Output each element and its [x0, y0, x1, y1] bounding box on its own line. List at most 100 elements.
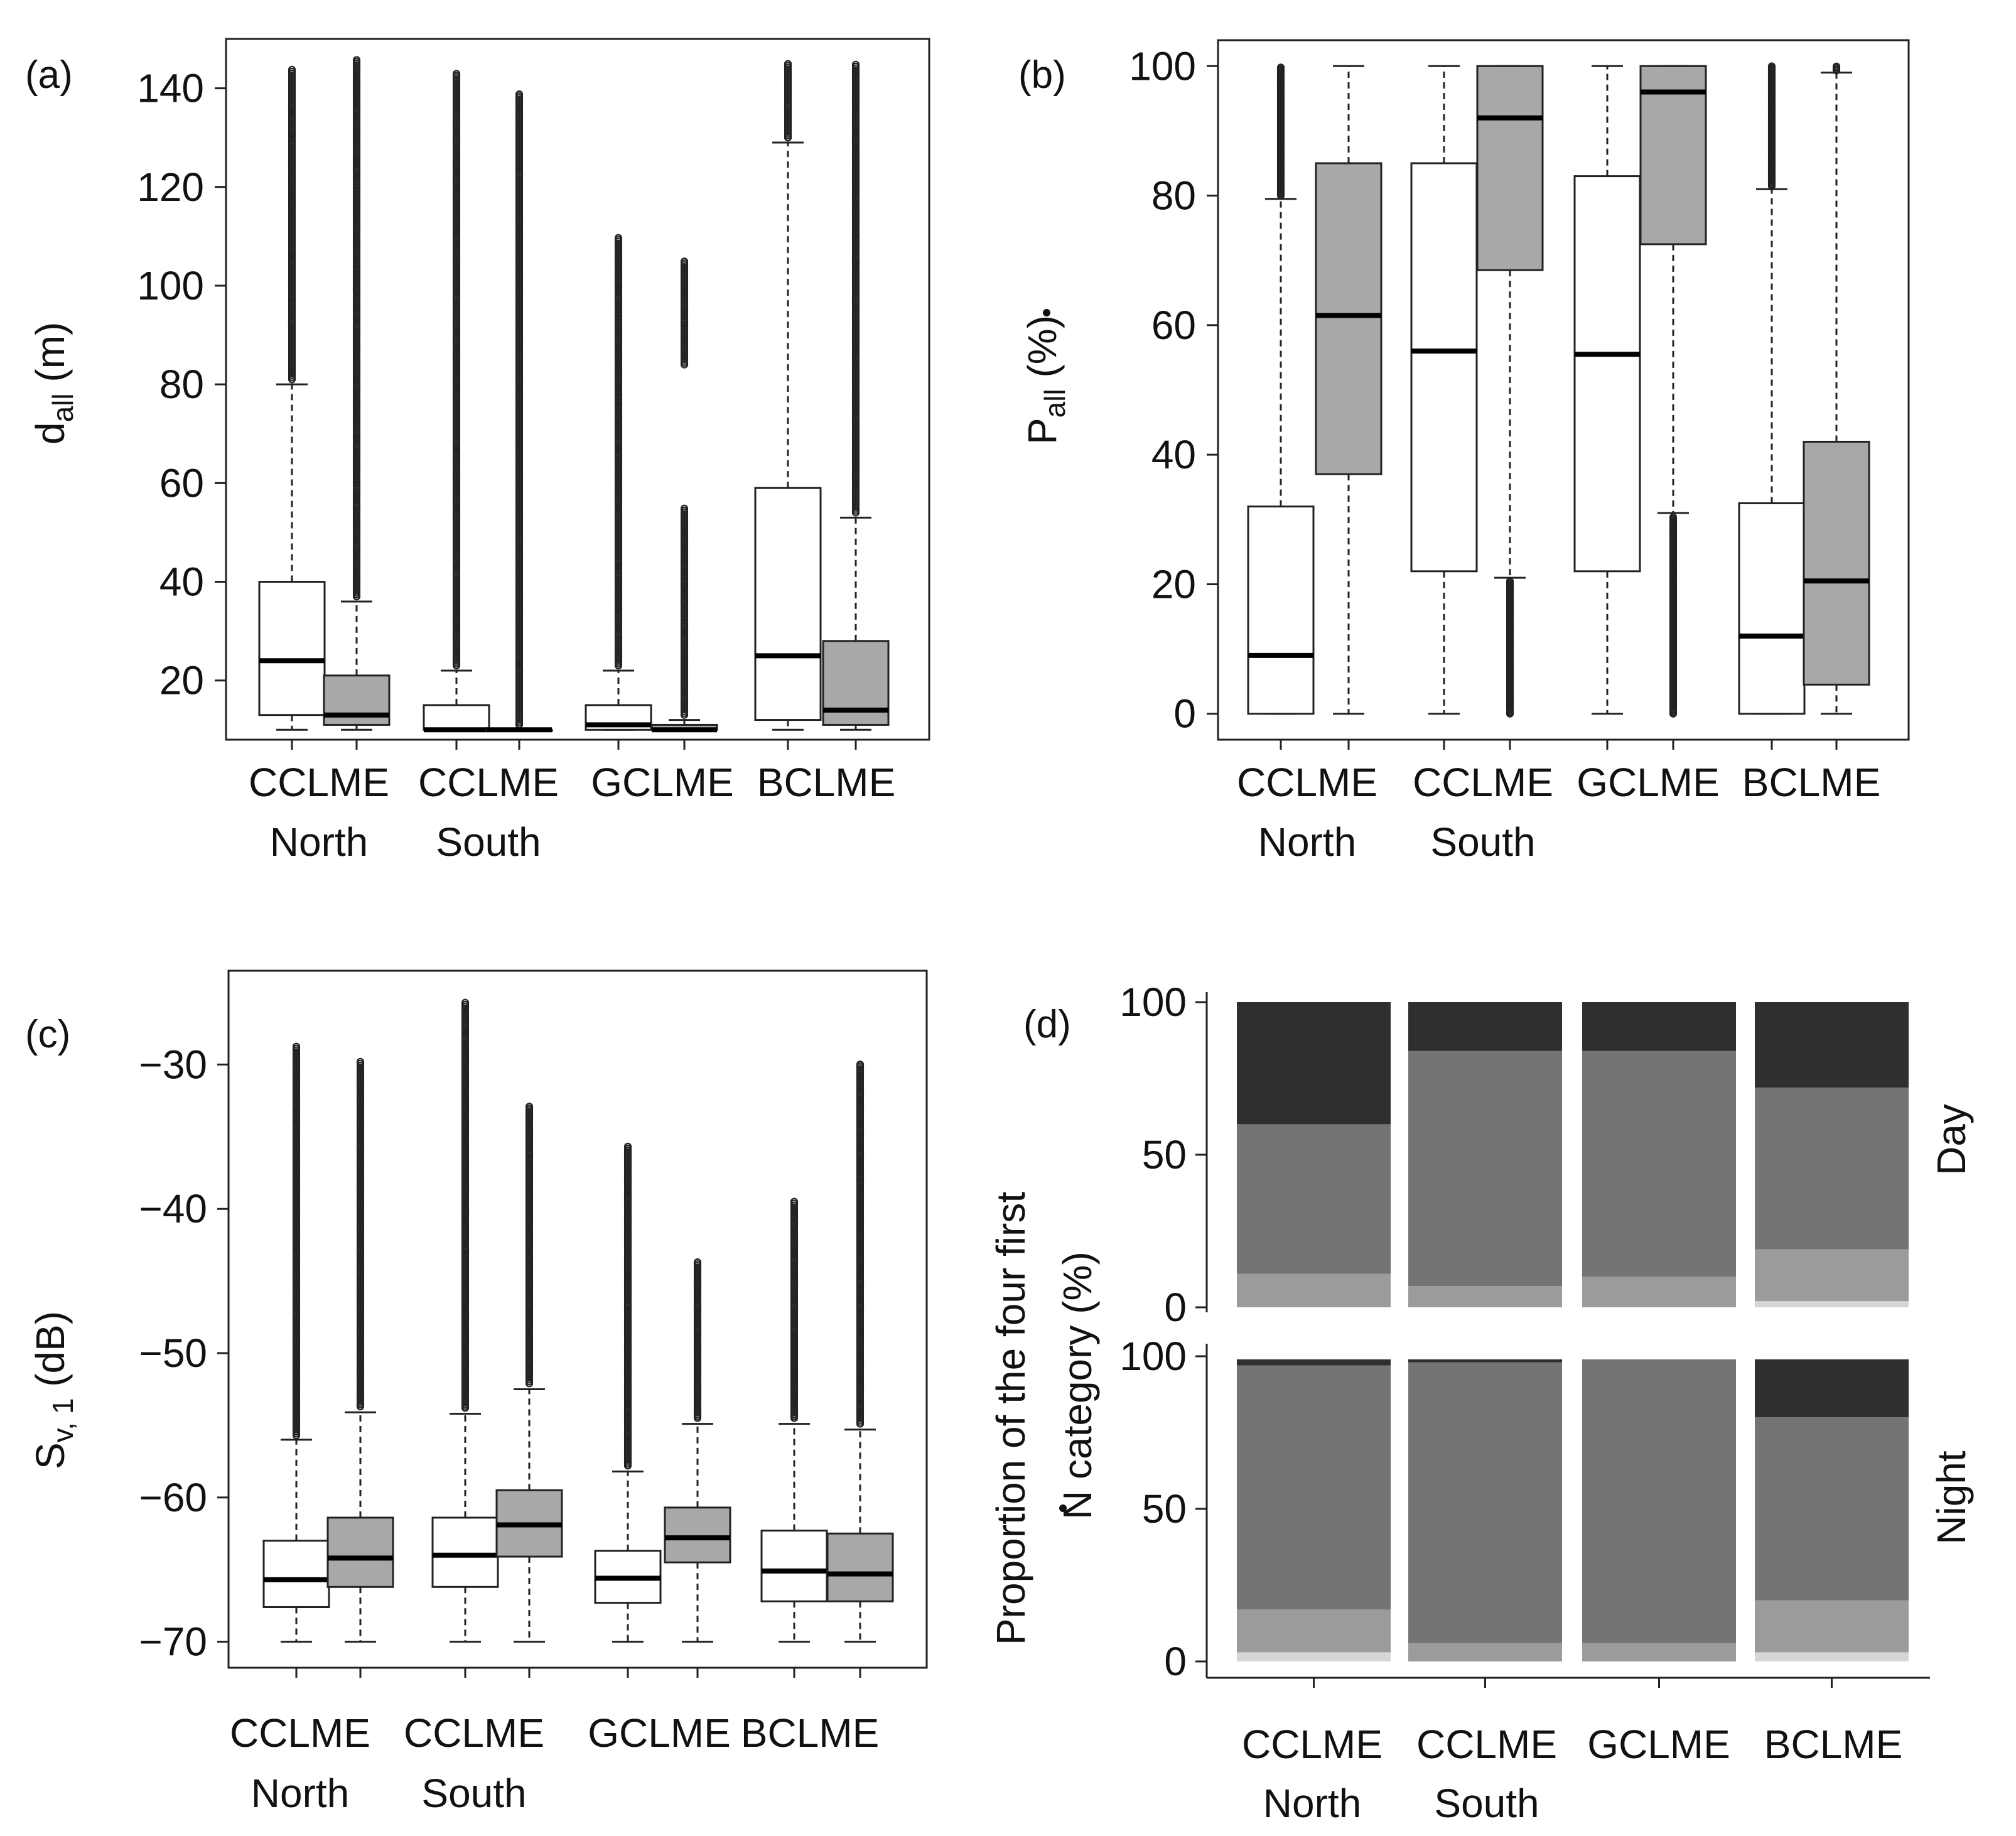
- panel-a-ylabel-unit: (m): [28, 322, 73, 394]
- y-tick-label: 0: [1164, 1639, 1187, 1684]
- white-box-3: [1573, 65, 1641, 715]
- x-category-label: CCLME: [1416, 1722, 1557, 1767]
- bar-segment-2: [1582, 1277, 1736, 1307]
- x-category-label: BCLME: [741, 1710, 880, 1756]
- box-iqr: [1738, 502, 1806, 715]
- bar-segment-3: [1582, 1359, 1736, 1643]
- y-tick-label: 0: [1173, 691, 1196, 737]
- x-category-label: GCLME: [1587, 1722, 1730, 1767]
- panel-a-frame: [225, 38, 930, 741]
- panel-d-ylabel-dot: [1059, 1504, 1067, 1512]
- outlier-point: [525, 1103, 534, 1111]
- bar-segment-3: [1237, 1365, 1391, 1610]
- y-tick-label: −50: [139, 1331, 207, 1376]
- gray-box-1: [326, 1057, 394, 1643]
- panel-c-x-labels: CCLME North CCLME South GCLME BCLME: [230, 1668, 879, 1816]
- box-iqr: [760, 1530, 828, 1602]
- x-category-sublabel: North: [251, 1771, 350, 1816]
- facet-strip-label: Night: [1929, 1450, 1974, 1545]
- x-category-label: BCLME: [1764, 1722, 1903, 1767]
- outlier-point: [288, 65, 296, 73]
- stacked-bar-2: [1408, 1359, 1562, 1661]
- y-tick-label: 80: [1151, 173, 1196, 219]
- x-category-label: CCLME: [1242, 1722, 1383, 1767]
- x-category-label: BCLME: [1742, 760, 1881, 805]
- bar-segment-3: [1582, 1050, 1736, 1277]
- gray-box-3: [1639, 65, 1707, 718]
- bar-segment-1: [1755, 1301, 1909, 1307]
- x-category-label: GCLME: [588, 1710, 731, 1756]
- outlier-point: [851, 60, 860, 68]
- box-iqr: [1247, 505, 1315, 715]
- outlier-point: [614, 234, 623, 242]
- outlier-point: [623, 1142, 632, 1151]
- x-category-label: CCLME: [1413, 760, 1553, 805]
- panel-c-box-plot: (c) Sv, 1 (dB) −70 −60 −50 −40 −30 CCLME Nort…: [25, 969, 928, 1816]
- bar-segment-2: [1582, 1643, 1736, 1661]
- panel-b-ylabel-main: P: [1020, 418, 1065, 445]
- y-tick-label: 50: [1142, 1486, 1187, 1531]
- white-box-2: [423, 70, 490, 733]
- bar-segment-3: [1408, 1050, 1562, 1286]
- outlier-point: [1832, 62, 1841, 70]
- bar-segment-1: [1237, 1652, 1391, 1661]
- outlier-point: [693, 1258, 702, 1266]
- panel-a-plot-area: [258, 56, 890, 733]
- outlier-point: [292, 1042, 301, 1050]
- panel-a-box-plot: (a) dall (m) 20 40 60 80 100 120 140 CCLME Nort…: [25, 38, 930, 865]
- x-category-label: GCLME: [591, 760, 734, 805]
- white-box-4: [760, 1197, 828, 1643]
- stacked-bar-2: [1408, 1002, 1562, 1307]
- panel-b-label: (b): [1018, 53, 1066, 97]
- panel-d-ylabel-rest: category (%): [1055, 1251, 1100, 1491]
- white-box-2: [1410, 65, 1478, 715]
- x-category-label: CCLME: [404, 1710, 544, 1756]
- panel-b-y-axis-label: Pall (%): [1020, 315, 1071, 445]
- outlier-point: [461, 998, 470, 1007]
- x-category-label: BCLME: [757, 760, 896, 805]
- y-tick-label: 20: [1151, 561, 1196, 607]
- panel-a-x-labels: CCLME North CCLME South GCLME BCLME: [249, 740, 895, 865]
- y-tick-label: −60: [139, 1475, 207, 1520]
- box-iqr: [1573, 175, 1641, 573]
- bar-segment-3: [1755, 1417, 1909, 1601]
- white-box-4: [1738, 62, 1806, 715]
- bar-segment-3: [1755, 1088, 1909, 1250]
- outlier-point: [452, 70, 461, 78]
- box-iqr: [754, 487, 822, 721]
- panel-c-ylabel-unit: (dB): [28, 1311, 73, 1398]
- box-iqr: [1639, 65, 1707, 246]
- x-category-sublabel: North: [1263, 1781, 1362, 1826]
- bar-segment-4: [1237, 1359, 1391, 1366]
- y-tick-label: 40: [1151, 432, 1196, 477]
- x-category-sublabel: South: [1434, 1781, 1539, 1826]
- bar-segment-4: [1755, 1359, 1909, 1418]
- gray-box-1: [1315, 65, 1383, 715]
- y-tick-label: 60: [1151, 303, 1196, 348]
- stacked-bar-1: [1237, 1359, 1391, 1661]
- y-tick-label: 100: [1119, 1334, 1187, 1379]
- bar-segment-2: [1408, 1643, 1562, 1661]
- box-iqr: [262, 1540, 330, 1608]
- box-iqr: [1315, 162, 1383, 475]
- outlier-point: [356, 1057, 365, 1066]
- box-iqr: [326, 1516, 394, 1588]
- facet-night: 0 50 100 Night: [1119, 1334, 1974, 1684]
- y-tick-label: 50: [1142, 1132, 1187, 1177]
- panel-c-plot-area: [262, 998, 894, 1643]
- facet-strip-label: Day: [1929, 1104, 1974, 1175]
- bar-segment-3: [1408, 1362, 1562, 1643]
- x-category-sublabel: North: [270, 819, 369, 865]
- outlier-point: [790, 1197, 799, 1206]
- panel-d-facets: 0 50 100 Day 0 50 100 Night: [1119, 980, 1974, 1684]
- bar-segment-4: [1237, 1002, 1391, 1125]
- panel-b-plot-area: [1247, 62, 1870, 718]
- panel-c-y-axis-label: Sv, 1 (dB): [28, 1311, 79, 1469]
- panel-d-stacked-bar: (d) Proportion of the four first N categ…: [988, 980, 1974, 1826]
- facet-day: 0 50 100 Day: [1119, 980, 1974, 1330]
- gray-box-3: [664, 1258, 731, 1643]
- white-box-1: [262, 1042, 330, 1643]
- white-box-3: [594, 1142, 662, 1643]
- panel-d-x-labels: CCLME North CCLME South GCLME BCLME: [1242, 1678, 1902, 1826]
- outlier-point: [515, 90, 524, 99]
